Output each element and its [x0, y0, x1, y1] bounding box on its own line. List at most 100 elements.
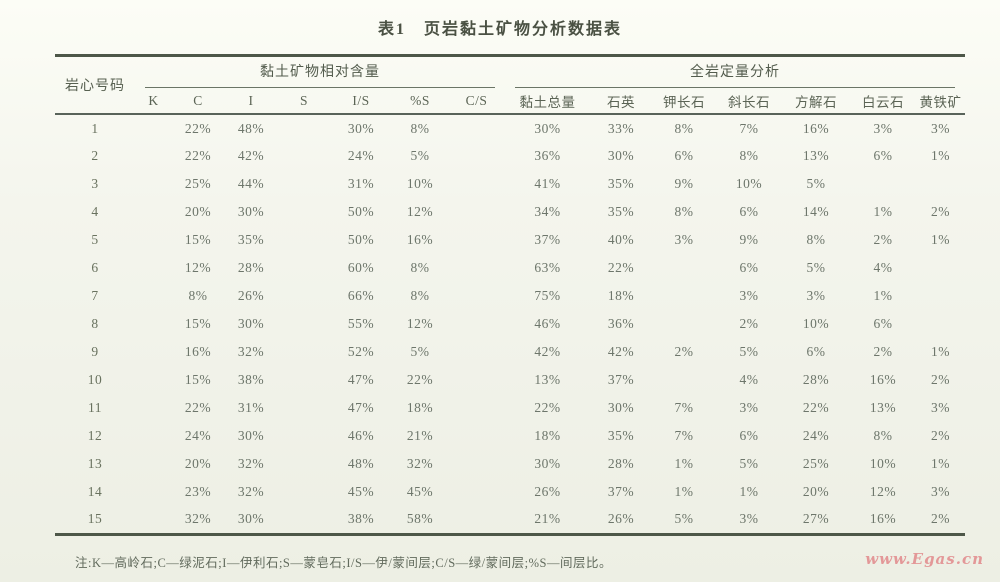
group-header-whole-rock-label: 全岩定量分析 — [515, 61, 956, 88]
row-id: 5 — [91, 232, 99, 247]
cell — [135, 170, 172, 198]
cell — [916, 282, 965, 310]
cell: 20% — [802, 484, 830, 499]
cell: 47% — [347, 400, 375, 415]
table-row: 6 12% 28% 60% 8% 63% 22% 6% 5% 4% — [55, 254, 965, 282]
cell: 7% — [674, 428, 694, 443]
cell — [135, 338, 172, 366]
cell: 36% — [534, 148, 561, 163]
cell: 18% — [406, 400, 434, 415]
cell: 2% — [931, 204, 951, 219]
cell — [652, 366, 716, 394]
table-row: 5 15% 35% 50% 16% 37% 40% 3% 9% 8% 2% 1% — [55, 226, 965, 254]
group-header-clay-minerals: 黏土矿物相对含量 — [135, 56, 505, 88]
column-header-row: K C I S I/S %S C/S 黏土总量 石英 钾长石 斜长石 方解石 白云石 黄铁矿 — [55, 88, 966, 115]
cell: 6% — [674, 148, 694, 163]
cell: 1% — [931, 456, 951, 471]
cell: 15% — [184, 232, 212, 247]
table-row: 10 15% 38% 47% 22% 13% 37% 4% 28% 16% 2% — [55, 366, 965, 394]
cell: 28% — [607, 456, 635, 471]
cell: 60% — [347, 260, 375, 275]
table-row: 3 25% 44% 31% 10% 41% 35% 9% 10% 5% — [55, 170, 965, 198]
row-id: 2 — [91, 148, 99, 163]
cell: 12% — [869, 484, 897, 499]
row-id: 12 — [87, 428, 103, 443]
cell — [448, 422, 505, 450]
column-header: S — [278, 88, 330, 115]
cell: 25% — [802, 456, 830, 471]
footnote-legend: 注:K—高岭石;C—绿泥石;I—伊利石;S—蒙皂石;I/S—伊/蒙间层;C/S—… — [75, 556, 612, 570]
cell: 10% — [406, 176, 434, 191]
cell: 32% — [237, 456, 265, 471]
cell: 22% — [184, 120, 212, 136]
cell: 32% — [237, 344, 265, 359]
cell: 30% — [237, 511, 265, 527]
table-title: 表1 页岩黏土矿物分析数据表 — [377, 21, 622, 38]
table-row: 14 23% 32% 45% 45% 26% 37% 1% 1% 20% 12% 3% — [55, 478, 965, 506]
cell: 3% — [739, 400, 759, 415]
cell — [916, 170, 965, 198]
table-row: 4 20% 30% 50% 12% 34% 35% 8% 6% 14% 1% 2% — [55, 198, 965, 226]
cell — [278, 366, 330, 394]
cell: 6% — [873, 148, 893, 163]
cell: 32% — [406, 456, 434, 471]
cell: 3% — [931, 120, 951, 136]
cell — [652, 282, 716, 310]
cell: 2% — [931, 511, 951, 527]
cell: 26% — [534, 484, 561, 499]
cell — [135, 254, 172, 282]
cell: 6% — [739, 428, 759, 443]
cell — [448, 450, 505, 478]
cell: 6% — [739, 260, 759, 275]
table-row: 9 16% 32% 52% 5% 42% 42% 2% 5% 6% 2% 1% — [55, 338, 965, 366]
cell: 1% — [674, 456, 694, 471]
table-row: 8 15% 30% 55% 12% 46% 36% 2% 10% 6% — [55, 310, 965, 338]
cell — [135, 282, 172, 310]
cell: 2% — [931, 372, 951, 387]
cell — [278, 226, 330, 254]
cell: 40% — [607, 232, 635, 247]
cell — [448, 366, 505, 394]
cell: 1% — [931, 232, 951, 247]
cell: 58% — [406, 511, 434, 527]
cell: 10% — [869, 456, 897, 471]
cell: 1% — [739, 484, 759, 499]
cell: 32% — [237, 484, 265, 499]
cell: 42% — [607, 344, 635, 359]
column-header: C — [172, 88, 224, 115]
cell: 8% — [674, 120, 694, 136]
row-id: 7 — [91, 288, 99, 303]
cell: 14% — [802, 204, 830, 219]
cell: 20% — [184, 204, 212, 219]
cell: 5% — [739, 344, 759, 359]
cell: 52% — [347, 344, 375, 359]
cell: 5% — [674, 511, 694, 527]
cell — [278, 254, 330, 282]
cell: 32% — [184, 511, 212, 527]
cell: 35% — [237, 232, 265, 247]
row-id: 3 — [91, 176, 99, 191]
cell: 3% — [873, 120, 893, 136]
table-row: 12 24% 30% 46% 21% 18% 35% 7% 6% 24% 8% 2% — [55, 422, 965, 450]
cell: 31% — [347, 176, 375, 191]
cell: 3% — [931, 484, 951, 499]
cell: 9% — [674, 176, 694, 191]
cell: 35% — [607, 176, 635, 191]
cell: 44% — [237, 176, 265, 191]
cell: 63% — [534, 260, 561, 275]
row-id: 13 — [87, 456, 103, 471]
cell: 6% — [873, 316, 893, 331]
row-id: 1 — [91, 120, 99, 136]
cell: 28% — [802, 372, 830, 387]
table-row: 1 22% 48% 30% 8% 30% 33% 8% 7% 16% 3% 3% — [55, 114, 965, 142]
column-header: 白云石 — [850, 88, 916, 115]
cell: 3% — [739, 511, 759, 527]
cell: 24% — [347, 148, 375, 163]
cell: 13% — [869, 400, 897, 415]
cell — [135, 310, 172, 338]
cell — [135, 114, 172, 142]
group-header-clay-minerals-label: 黏土矿物相对含量 — [145, 61, 495, 88]
row-id: 14 — [87, 484, 103, 499]
column-header: 黄铁矿 — [916, 88, 966, 115]
